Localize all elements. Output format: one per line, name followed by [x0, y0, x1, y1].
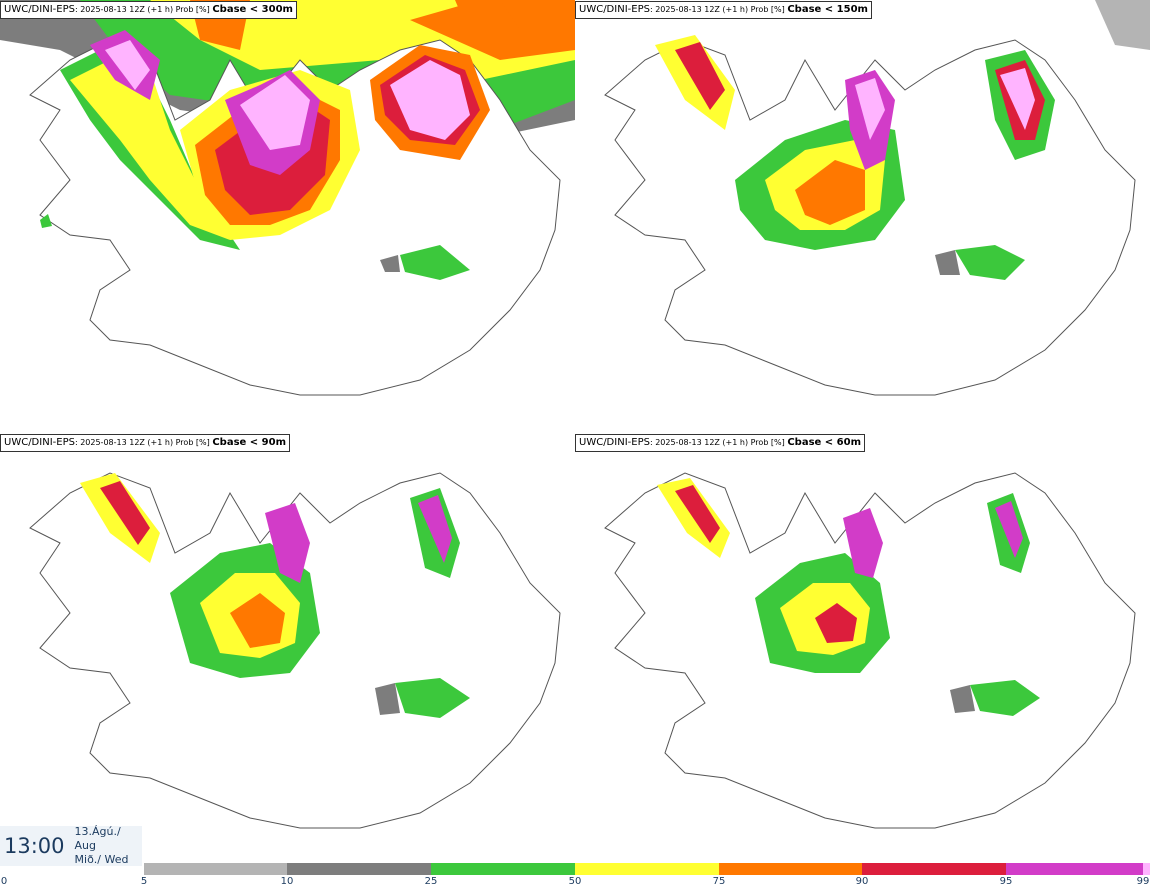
legend-tick-label: 25 [424, 876, 438, 887]
legend-bin [431, 863, 575, 875]
legend-bin [862, 863, 1006, 875]
probability-map [0, 0, 575, 396]
probability-map [604, 0, 1150, 396]
legend-bin [1143, 863, 1150, 875]
forecast-time-box: 13:00 13.Ágú./ Aug Mið./ Wed [0, 825, 142, 866]
legend-bin [1006, 863, 1143, 875]
legend-tick-label: 5 [140, 876, 148, 887]
legend-bin [144, 863, 287, 875]
probability-legend [0, 863, 1150, 875]
map-panel-cbase-60m: UWC/DINI-EPS: 2025-08-13 12Z (+1 h) Prob… [575, 433, 1150, 863]
legend-tick-label: 0 [0, 876, 8, 887]
legend-tick-label: 95 [999, 876, 1013, 887]
map-panel-cbase-300m: UWC/DINI-EPS: 2025-08-13 12Z (+1 h) Prob… [0, 0, 575, 430]
legend-tick-label: 90 [855, 876, 869, 887]
legend-bin [287, 863, 431, 875]
legend-tick-label: 99 [1136, 876, 1150, 887]
valid-time: 13:00 [4, 834, 65, 858]
valid-date: 13.Ágú./ Aug Mið./ Wed [74, 825, 129, 866]
map-panel-cbase-90m: UWC/DINI-EPS: 2025-08-13 12Z (+1 h) Prob… [0, 433, 575, 863]
panel-title: UWC/DINI-EPS: 2025-08-13 12Z (+1 h) Prob… [575, 1, 872, 19]
panel-title: UWC/DINI-EPS: 2025-08-13 12Z (+1 h) Prob… [575, 434, 865, 452]
panel-title: UWC/DINI-EPS: 2025-08-13 12Z (+1 h) Prob… [0, 1, 297, 19]
legend-bin [719, 863, 862, 875]
panel-title: UWC/DINI-EPS: 2025-08-13 12Z (+1 h) Prob… [0, 434, 290, 452]
legend-tick-label: 50 [568, 876, 582, 887]
probability-map [604, 472, 1136, 829]
legend-tick-label: 75 [712, 876, 726, 887]
legend-tick-label: 10 [280, 876, 294, 887]
legend-ticks: 0 5 10 25 50 75 90 95 99 [0, 876, 1150, 891]
legend-bin [575, 863, 719, 875]
probability-map [29, 472, 561, 829]
map-panel-cbase-150m: UWC/DINI-EPS: 2025-08-13 12Z (+1 h) Prob… [575, 0, 1150, 430]
